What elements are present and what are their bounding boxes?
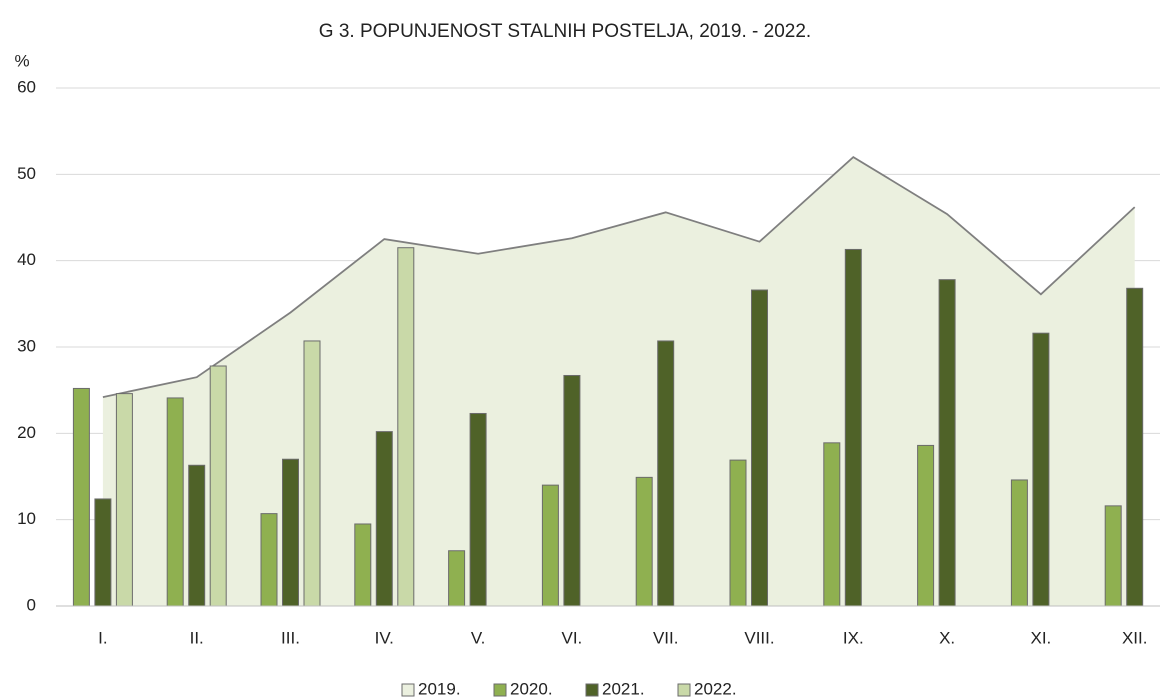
bar xyxy=(541,484,559,607)
bar xyxy=(1104,505,1122,607)
y-tick-label: 30 xyxy=(17,336,36,355)
bar xyxy=(635,476,653,607)
legend-swatch xyxy=(401,683,415,697)
area xyxy=(102,157,1135,607)
bar xyxy=(938,279,956,607)
x-tick-label: V. xyxy=(471,628,486,647)
x-tick-label: II. xyxy=(190,628,204,647)
x-tick-label: IV. xyxy=(375,628,394,647)
y-tick-label: 0 xyxy=(27,595,36,614)
x-tick-label: VI. xyxy=(562,628,583,647)
bar xyxy=(1126,287,1144,607)
x-tick-label: III. xyxy=(281,628,300,647)
x-tick-label: VII. xyxy=(653,628,679,647)
x-tick-label: X. xyxy=(939,628,955,647)
y-tick-label: 40 xyxy=(17,250,36,269)
legend-swatch xyxy=(585,683,599,697)
bar xyxy=(657,340,675,607)
bar xyxy=(448,550,466,607)
legend-label: 2022. xyxy=(694,679,737,698)
bar xyxy=(94,498,112,607)
bar xyxy=(469,412,487,607)
bar xyxy=(844,248,862,607)
bar xyxy=(375,431,393,607)
bar xyxy=(397,247,415,607)
legend-label: 2021. xyxy=(602,679,645,698)
legend-label: 2020. xyxy=(510,679,553,698)
bar xyxy=(1032,332,1050,607)
bar xyxy=(303,340,321,607)
bar xyxy=(563,374,581,607)
y-tick-label: 60 xyxy=(17,77,36,96)
x-tick-label: XII. xyxy=(1122,628,1148,647)
legend-label: 2019. xyxy=(418,679,461,698)
bar xyxy=(166,397,184,607)
x-tick-label: VIII. xyxy=(744,628,774,647)
bar xyxy=(751,289,768,607)
y-tick-label: 10 xyxy=(17,509,36,528)
bar xyxy=(282,458,299,607)
legend-swatch xyxy=(677,683,691,697)
chart-title: G 3. POPUNJENOST STALNIH POSTELJA, 2019.… xyxy=(319,21,811,42)
y-tick-label: 50 xyxy=(17,164,36,183)
x-tick-label: IX. xyxy=(843,628,864,647)
bar xyxy=(115,393,133,607)
bar xyxy=(729,459,747,607)
x-tick-label: I. xyxy=(98,628,107,647)
legend-swatch xyxy=(493,683,507,697)
y-tick-label: 20 xyxy=(17,423,36,442)
area-line xyxy=(102,155,1136,398)
y-axis-label: % xyxy=(14,51,29,70)
x-tick-label: XI. xyxy=(1031,628,1052,647)
bar xyxy=(72,387,90,607)
bar xyxy=(209,365,227,607)
bar xyxy=(1010,479,1028,607)
bar xyxy=(354,523,372,607)
bar xyxy=(188,464,206,607)
bar xyxy=(823,442,841,607)
bar xyxy=(260,513,278,607)
bar xyxy=(917,444,935,607)
